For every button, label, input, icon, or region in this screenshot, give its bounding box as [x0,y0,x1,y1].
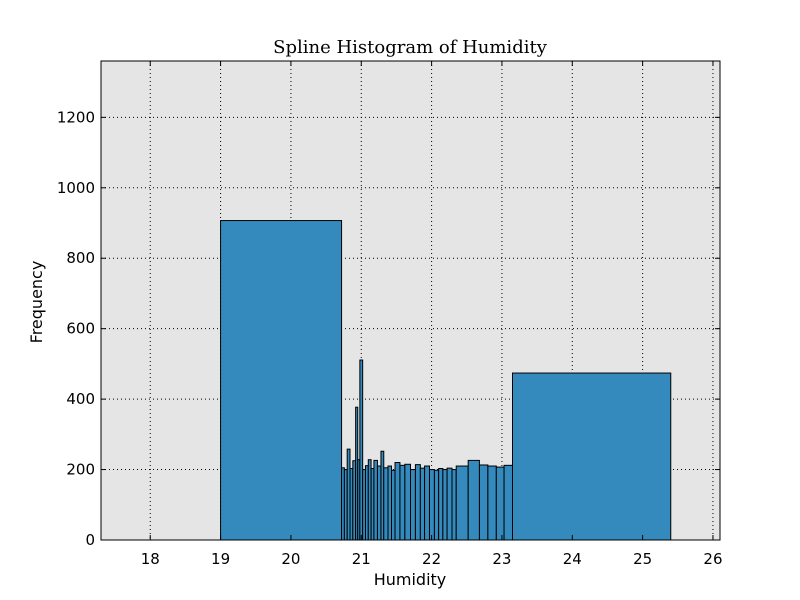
histogram-bar [451,469,457,541]
histogram-bar [376,465,382,541]
histogram-bar [404,463,412,541]
y-tick-label: 200 [66,461,95,479]
histogram-bar [503,464,513,541]
histogram-bar [446,467,453,541]
histogram-bar [383,467,389,541]
histogram-bar [414,464,421,541]
histogram-bar [487,465,497,541]
y-tick-label: 0 [85,531,95,549]
x-tick-label: 24 [563,550,582,568]
chart-title: Spline Histogram of Humidity [273,37,548,58]
y-tick-label: 800 [66,249,95,267]
x-axis-ticks: 18 19 20 21 22 23 24 25 26 [141,61,723,568]
histogram-bar [495,466,505,541]
x-tick-label: 23 [492,550,511,568]
x-tick-label: 18 [141,550,160,568]
histogram-bars [220,220,672,541]
histogram-bar [433,469,440,541]
x-tick-label: 20 [281,550,300,568]
x-tick-label: 22 [422,550,441,568]
x-tick-label: 25 [633,550,652,568]
histogram-bar [387,465,393,541]
histogram-bar [399,464,406,541]
histogram-bar [419,467,426,541]
histogram-bar [467,459,480,541]
plot-frame [100,60,721,541]
y-tick-label: 1000 [57,179,95,197]
y-tick-label: 1200 [57,108,95,126]
histogram-bar [410,469,416,541]
histogram-bar [391,469,396,541]
histogram-bar [442,469,448,541]
y-axis-ticks: 0 200 400 600 800 1000 1200 [57,108,720,549]
histogram-bar [511,372,672,541]
histogram-bar [220,220,343,541]
histogram-bar [373,459,378,541]
x-axis-label: Humidity [374,570,447,589]
histogram-bar [455,465,469,541]
histogram-bar [424,465,430,541]
x-tick-label: 26 [703,550,722,568]
histogram-bar [478,464,489,541]
histogram-bar [438,468,444,541]
x-tick-label: 21 [352,550,371,568]
y-axis-label: Frequency [27,261,46,344]
y-tick-label: 400 [66,390,95,408]
histogram-bar [394,462,401,541]
x-tick-label: 19 [211,550,230,568]
y-tick-label: 600 [66,320,95,338]
histogram-bar [428,469,435,541]
